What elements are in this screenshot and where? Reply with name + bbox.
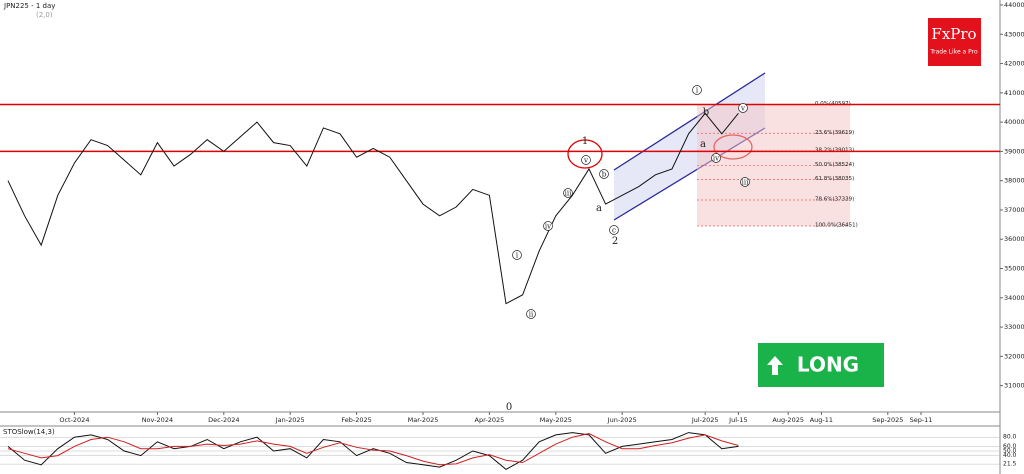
fib-label: 61.8%(38035)	[815, 176, 854, 182]
wave-circle	[563, 188, 573, 198]
x-tick-label: Sep-11	[910, 416, 933, 424]
wave-label: v	[740, 105, 745, 113]
y-tick-label: 31000	[1004, 382, 1024, 390]
logo-tagline: Trade Like a Pro	[929, 49, 978, 56]
x-tick-label: Jun-2025	[607, 416, 637, 424]
x-tick-label: Nov-2024	[142, 416, 173, 424]
wave-label: 1	[582, 136, 588, 147]
signal-arrow	[767, 356, 783, 375]
x-tick-label: Aug-11	[810, 416, 833, 424]
wave-circle	[740, 177, 750, 187]
y-tick-label: 34000	[1004, 294, 1024, 302]
y-tick-label: 32000	[1004, 352, 1024, 360]
wave-circle	[581, 155, 591, 165]
wave-label: 0	[506, 402, 512, 413]
y-tick-label: 40000	[1004, 118, 1024, 126]
x-tick-label: Jul-15	[728, 416, 747, 424]
wave-label: iii	[565, 190, 572, 198]
series-line	[7, 432, 739, 466]
series-line	[7, 432, 739, 471]
wave-label: c	[612, 227, 616, 235]
x-tick-label: May-2025	[540, 416, 572, 424]
y-tick-label: 50.0	[1003, 448, 1017, 455]
wave-circle	[738, 103, 748, 113]
fib-label: 100.0%(36451)	[815, 223, 858, 229]
wave-label: i	[516, 252, 519, 260]
channel-line	[613, 72, 766, 171]
y-tick-label: 36000	[1004, 235, 1024, 243]
y-tick-label: 44000	[1004, 1, 1024, 9]
panel-title: STOSlow(14,3)	[3, 428, 55, 436]
y-tick-label: 43000	[1004, 30, 1024, 38]
series-line	[7, 112, 739, 305]
y-tick-label: 80.0	[1003, 434, 1017, 441]
wave-circle	[599, 169, 609, 179]
wave-label: iv	[545, 223, 551, 231]
fib-label: 38.2%(39013)	[815, 148, 854, 154]
x-tick-label: Jan-2025	[275, 416, 305, 424]
logo-name: FxPro	[931, 25, 976, 43]
y-tick-label: 42000	[1004, 60, 1024, 68]
y-tick-label: 33000	[1004, 323, 1024, 331]
wave-circle	[692, 85, 702, 95]
y-tick-label: 60.0	[1003, 443, 1017, 450]
wave-label: i	[696, 87, 699, 95]
wave-circle	[526, 309, 536, 319]
wave-circle	[512, 250, 522, 260]
x-tick-label: Sep-2025	[872, 416, 903, 424]
x-tick-label: Jul-2025	[691, 416, 719, 424]
y-tick-label: 37000	[1004, 206, 1024, 214]
y-tick-label: 41000	[1004, 89, 1024, 97]
x-tick-label: Feb-2025	[341, 416, 371, 424]
chart-title: JPN225 - 1 day	[3, 2, 55, 10]
wave-label: 2	[612, 236, 618, 247]
wave-label: v	[583, 157, 588, 165]
signal-label: LONG	[797, 353, 859, 377]
wave-label: iv	[713, 155, 719, 163]
wave-label: b	[602, 171, 607, 179]
wave-label: iii	[742, 179, 749, 187]
chart-subtitle: (2,0)	[36, 11, 53, 19]
fib-label: 23.6%(39619)	[815, 130, 854, 136]
wave-label: a	[700, 139, 706, 150]
wave-label: b	[703, 107, 709, 118]
fib-label: 78.6%(37339)	[815, 197, 854, 203]
wave-circle	[711, 153, 721, 163]
y-tick-label: 38000	[1004, 177, 1024, 185]
y-tick-label: 40.0	[1003, 452, 1017, 459]
y-tick-label: 35000	[1004, 265, 1024, 273]
wave-circle	[543, 221, 553, 231]
y-tick-label: 39000	[1004, 147, 1024, 155]
y-tick-label: 21.5	[1003, 461, 1017, 468]
x-tick-label: Oct-2024	[59, 416, 89, 424]
x-tick-label: Mar-2025	[408, 416, 439, 424]
wave-label: a	[596, 203, 602, 214]
x-tick-label: Aug-2025	[772, 416, 804, 424]
wave-label: ii	[529, 311, 534, 319]
logo-box	[928, 18, 981, 66]
fib-label: 50.0%(38524)	[815, 162, 854, 168]
x-tick-label: Dec-2024	[208, 416, 239, 424]
x-tick-label: Apr-2025	[475, 416, 505, 424]
highlight-ellipse	[567, 139, 603, 169]
wave-circle	[609, 225, 619, 235]
